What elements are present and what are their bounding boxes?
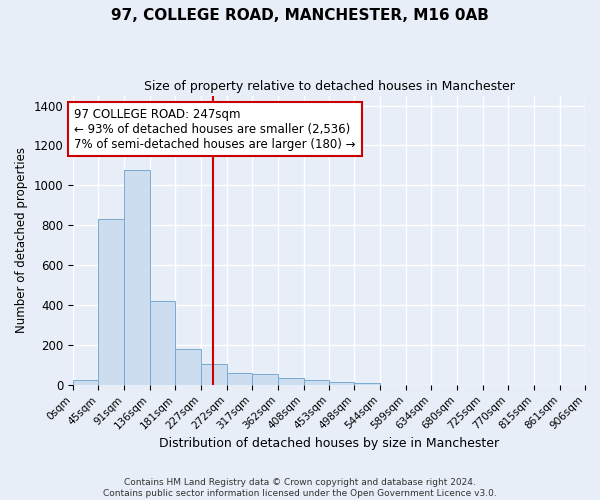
Bar [278, 378, 304, 385]
Bar [175, 349, 202, 385]
Bar [304, 380, 329, 385]
Text: 97 COLLEGE ROAD: 247sqm
← 93% of detached houses are smaller (2,536)
7% of semi-: 97 COLLEGE ROAD: 247sqm ← 93% of detache… [74, 108, 356, 150]
Bar [73, 380, 98, 385]
Y-axis label: Number of detached properties: Number of detached properties [15, 147, 28, 333]
Bar [355, 383, 380, 385]
Bar [329, 382, 355, 385]
Bar [227, 373, 252, 385]
Title: Size of property relative to detached houses in Manchester: Size of property relative to detached ho… [143, 80, 514, 93]
Bar [124, 170, 150, 385]
Text: 97, COLLEGE ROAD, MANCHESTER, M16 0AB: 97, COLLEGE ROAD, MANCHESTER, M16 0AB [111, 8, 489, 22]
Bar [150, 301, 175, 385]
Text: Contains HM Land Registry data © Crown copyright and database right 2024.
Contai: Contains HM Land Registry data © Crown c… [103, 478, 497, 498]
Bar [252, 374, 278, 385]
Bar [98, 220, 124, 385]
Bar [202, 364, 227, 385]
X-axis label: Distribution of detached houses by size in Manchester: Distribution of detached houses by size … [159, 437, 499, 450]
